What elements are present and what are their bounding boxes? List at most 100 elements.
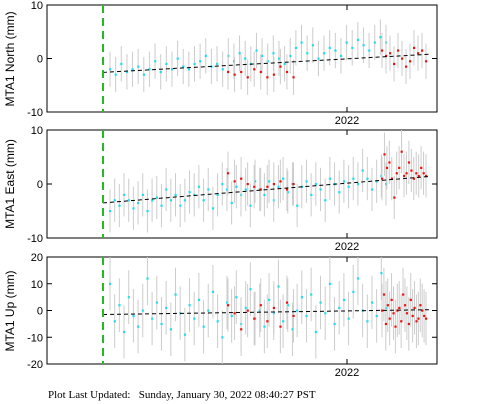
data-point — [388, 161, 391, 164]
data-point — [221, 183, 224, 186]
data-point — [400, 150, 403, 153]
data-point — [362, 44, 365, 47]
data-point — [314, 183, 318, 186]
data-point — [420, 166, 423, 169]
data-point — [292, 183, 295, 186]
data-point — [338, 306, 341, 310]
data-point — [403, 304, 407, 307]
data-point — [193, 317, 196, 320]
data-point — [386, 304, 389, 307]
east-axis-title: MTA1 East (mm) — [3, 139, 17, 229]
data-point — [375, 180, 378, 183]
data-point — [402, 293, 405, 296]
data-point — [240, 177, 243, 180]
data-point — [361, 169, 364, 172]
data-point — [397, 49, 400, 52]
data-point — [310, 193, 313, 196]
y-tick-label: -10 — [27, 233, 43, 245]
data-point — [352, 177, 355, 180]
data-point — [160, 322, 163, 326]
data-point — [120, 62, 123, 66]
data-point — [381, 49, 384, 52]
data-point — [230, 201, 233, 205]
data-point — [370, 301, 374, 304]
data-point — [328, 46, 331, 49]
y-tick-label: 0 — [37, 54, 43, 66]
data-point — [197, 298, 201, 301]
data-point — [258, 309, 261, 312]
data-point — [292, 76, 295, 79]
footer-label: Plot Last Updated: — [48, 389, 131, 401]
data-point — [179, 204, 182, 207]
data-point — [339, 54, 343, 58]
data-point — [266, 320, 269, 323]
data-point — [244, 306, 247, 310]
data-point — [230, 314, 233, 318]
data-point — [417, 317, 420, 320]
data-point — [417, 174, 420, 178]
north-axis-title: MTA1 North (mm) — [3, 11, 17, 106]
data-point — [165, 188, 168, 191]
data-point — [306, 52, 309, 55]
data-point — [155, 301, 158, 304]
data-point — [259, 70, 262, 74]
data-point — [235, 185, 238, 188]
data-point — [393, 196, 396, 199]
y-tick-label: 10 — [31, 279, 43, 291]
data-point — [286, 304, 289, 307]
data-point — [356, 183, 360, 186]
data-point — [368, 49, 371, 52]
data-point — [407, 161, 411, 164]
east-panel: MTA1 East (mm) -10 0 10 2022 — [3, 125, 438, 253]
data-point — [421, 49, 424, 52]
y-tick-label: 0 — [37, 179, 43, 191]
data-point — [413, 306, 416, 310]
data-point — [227, 304, 230, 307]
data-point — [347, 185, 350, 188]
data-point — [221, 336, 224, 339]
up-panel: MTA1 Up (mm) -20 -10 0 10 20 2022 — [3, 252, 438, 379]
data-point — [114, 73, 117, 76]
data-point — [425, 60, 428, 63]
data-point — [394, 325, 397, 328]
data-point — [351, 46, 354, 49]
data-point — [279, 325, 282, 328]
data-point — [417, 52, 420, 55]
data-point — [259, 304, 262, 307]
data-point — [263, 325, 266, 328]
data-point — [131, 68, 134, 71]
data-point — [207, 309, 210, 312]
data-point — [266, 60, 269, 63]
data-point — [407, 322, 410, 326]
data-point — [246, 309, 249, 312]
data-point — [412, 177, 415, 180]
data-point — [165, 62, 168, 66]
data-point — [333, 322, 336, 326]
data-point — [294, 46, 298, 49]
plot-updated-footer: Plot Last Updated: Sunday, January 30, 2… — [48, 389, 316, 401]
data-point — [155, 196, 158, 199]
data-point — [381, 177, 384, 180]
data-point — [266, 76, 269, 79]
data-point — [187, 68, 191, 71]
data-point — [393, 62, 396, 66]
data-point — [233, 312, 236, 315]
data-point — [225, 188, 229, 191]
data-point — [345, 41, 348, 44]
data-point — [401, 57, 404, 60]
data-point — [263, 193, 266, 196]
data-point — [272, 183, 276, 186]
data-point — [282, 320, 285, 323]
data-point — [253, 68, 256, 71]
data-point — [225, 301, 229, 304]
data-point — [182, 65, 185, 68]
data-point — [379, 36, 382, 39]
x-tick-label: 2022 — [335, 115, 359, 127]
data-point — [289, 54, 292, 58]
data-point — [423, 314, 426, 318]
data-point — [277, 57, 281, 60]
data-point — [405, 65, 408, 68]
data-point — [176, 57, 179, 60]
data-point — [232, 60, 236, 63]
